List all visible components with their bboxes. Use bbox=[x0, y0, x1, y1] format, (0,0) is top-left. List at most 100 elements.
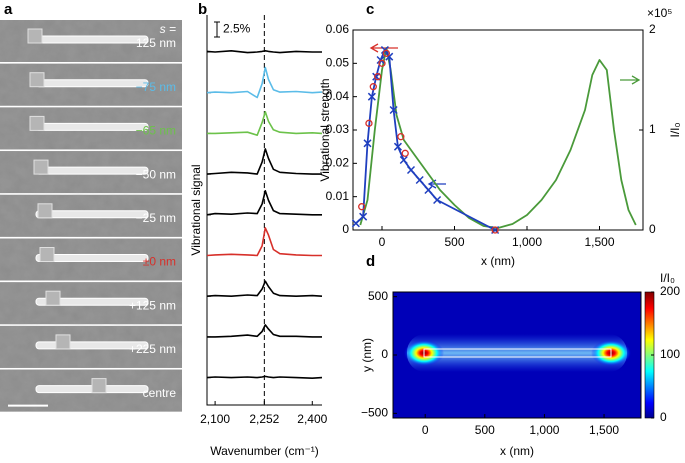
x-tick-label: 500 bbox=[444, 235, 464, 249]
spectrum bbox=[206, 50, 322, 54]
y-tick-label: 0.02 bbox=[326, 156, 350, 170]
x-tick-label: 1,000 bbox=[529, 423, 559, 437]
circle-marker bbox=[382, 49, 391, 57]
x-tick-label: 2,100 bbox=[200, 412, 230, 426]
x-axis-label: Wavenumber (cm⁻¹) bbox=[210, 444, 319, 458]
nanorod-outline bbox=[423, 348, 612, 358]
x-tick-label: 2,400 bbox=[297, 412, 327, 426]
circle-marker bbox=[358, 203, 366, 211]
row-label: −75 nm bbox=[136, 80, 176, 94]
y-axis-label: Vibrational signal bbox=[189, 164, 203, 255]
spectrum bbox=[206, 66, 323, 99]
cross-marker bbox=[385, 52, 394, 61]
nanorod bbox=[35, 79, 149, 88]
circle-marker bbox=[397, 133, 405, 141]
x-axis-label: x (nm) bbox=[481, 254, 515, 268]
circle-marker bbox=[401, 149, 409, 157]
y2-multiplier: ×10⁵ bbox=[647, 6, 672, 20]
y-tick-label: 500 bbox=[368, 289, 388, 303]
nanorod bbox=[35, 254, 149, 262]
plot-area bbox=[355, 47, 637, 230]
pad bbox=[33, 159, 49, 175]
pad bbox=[29, 115, 45, 131]
colorbar-tick-label: 0 bbox=[660, 410, 667, 424]
cross-marker bbox=[389, 105, 398, 115]
panel-b: 2,100 2,252 2,400 2.5% Wavenumber (cm⁻¹) Vibr… bbox=[189, 15, 328, 458]
colorbar-tick-label: 200 bbox=[660, 284, 680, 298]
row-label: −25 nm bbox=[136, 211, 176, 225]
field-glow bbox=[407, 334, 627, 372]
panel-label: a bbox=[4, 1, 13, 18]
panel-label: c bbox=[366, 1, 374, 18]
row-label: −50 nm bbox=[136, 167, 176, 181]
y2-axis-label: I/I₀ bbox=[668, 122, 682, 137]
y2-tick-label: 1 bbox=[649, 122, 656, 136]
x-tick-label: 0 bbox=[379, 235, 386, 249]
scale-bar bbox=[214, 21, 220, 38]
x-tick-label: 500 bbox=[475, 423, 495, 437]
y-tick-label: 0.03 bbox=[326, 122, 350, 136]
nanorod bbox=[35, 210, 149, 219]
pad bbox=[91, 378, 107, 394]
circle-marker bbox=[491, 226, 499, 234]
colorbar-label: I/I₀ bbox=[660, 271, 675, 285]
x-tick-label: 1,500 bbox=[589, 423, 619, 437]
spectrum bbox=[206, 190, 322, 216]
y2-tick-label: 0 bbox=[649, 222, 656, 236]
cross-marker bbox=[406, 165, 416, 175]
row-label: +225 nm bbox=[129, 342, 176, 356]
x-tick-label: 1,000 bbox=[512, 235, 542, 249]
cross-marker bbox=[363, 139, 372, 148]
panel-a: −125 nm −75 nm −65 nm −50 nm −25 nm ±0 nm +125… bbox=[0, 20, 182, 412]
row-label: −125 nm bbox=[129, 36, 176, 50]
circle-marker bbox=[369, 83, 377, 91]
pad bbox=[29, 72, 45, 88]
y-axis-label: Vibrational strength bbox=[318, 78, 332, 181]
cross-marker bbox=[424, 185, 433, 195]
pad bbox=[37, 203, 53, 219]
pad bbox=[27, 28, 43, 44]
spectrum bbox=[206, 375, 323, 379]
cross-marker bbox=[359, 212, 368, 221]
series-line bbox=[359, 47, 637, 229]
cross-marker bbox=[393, 142, 402, 151]
y-tick-label: 0.05 bbox=[326, 56, 350, 70]
panel-label: b bbox=[198, 1, 207, 18]
label-header: s = bbox=[160, 22, 176, 36]
row-label: −65 nm bbox=[136, 124, 176, 138]
circle-marker bbox=[378, 59, 386, 67]
y2-tick-label: 2 bbox=[649, 22, 656, 36]
y-tick-label: −500 bbox=[361, 406, 388, 420]
arrow bbox=[369, 43, 398, 53]
y-tick-label: 0.01 bbox=[326, 189, 350, 203]
spectrum bbox=[206, 227, 322, 257]
y-tick-label: 0.04 bbox=[326, 89, 350, 103]
x-tick-label: 0 bbox=[422, 423, 429, 437]
arrow bbox=[620, 75, 641, 85]
pad bbox=[45, 290, 61, 306]
cross-marker bbox=[367, 92, 376, 101]
row-label: centre bbox=[143, 386, 177, 400]
spectrum bbox=[206, 280, 323, 297]
nanorod bbox=[35, 166, 149, 175]
nanorod bbox=[35, 297, 149, 306]
spectrum bbox=[207, 324, 322, 338]
circle-marker bbox=[373, 73, 382, 81]
panel-label: d bbox=[366, 253, 375, 270]
x-tick-label: 2,252 bbox=[249, 412, 279, 426]
y-axis-label: y (nm) bbox=[360, 338, 374, 372]
scale-bar-label: 2.5% bbox=[223, 22, 251, 36]
axis bbox=[206, 15, 322, 406]
cross-marker bbox=[415, 175, 424, 185]
pad bbox=[39, 247, 55, 262]
cross-marker bbox=[433, 195, 442, 205]
spectrum bbox=[207, 111, 323, 136]
cross-marker bbox=[351, 219, 360, 228]
circle-marker bbox=[365, 119, 373, 127]
y-tick-label: 0 bbox=[381, 347, 388, 361]
x-axis-label: x (nm) bbox=[500, 444, 534, 458]
spectrum bbox=[206, 148, 322, 175]
row-label: ±0 nm bbox=[143, 255, 176, 269]
